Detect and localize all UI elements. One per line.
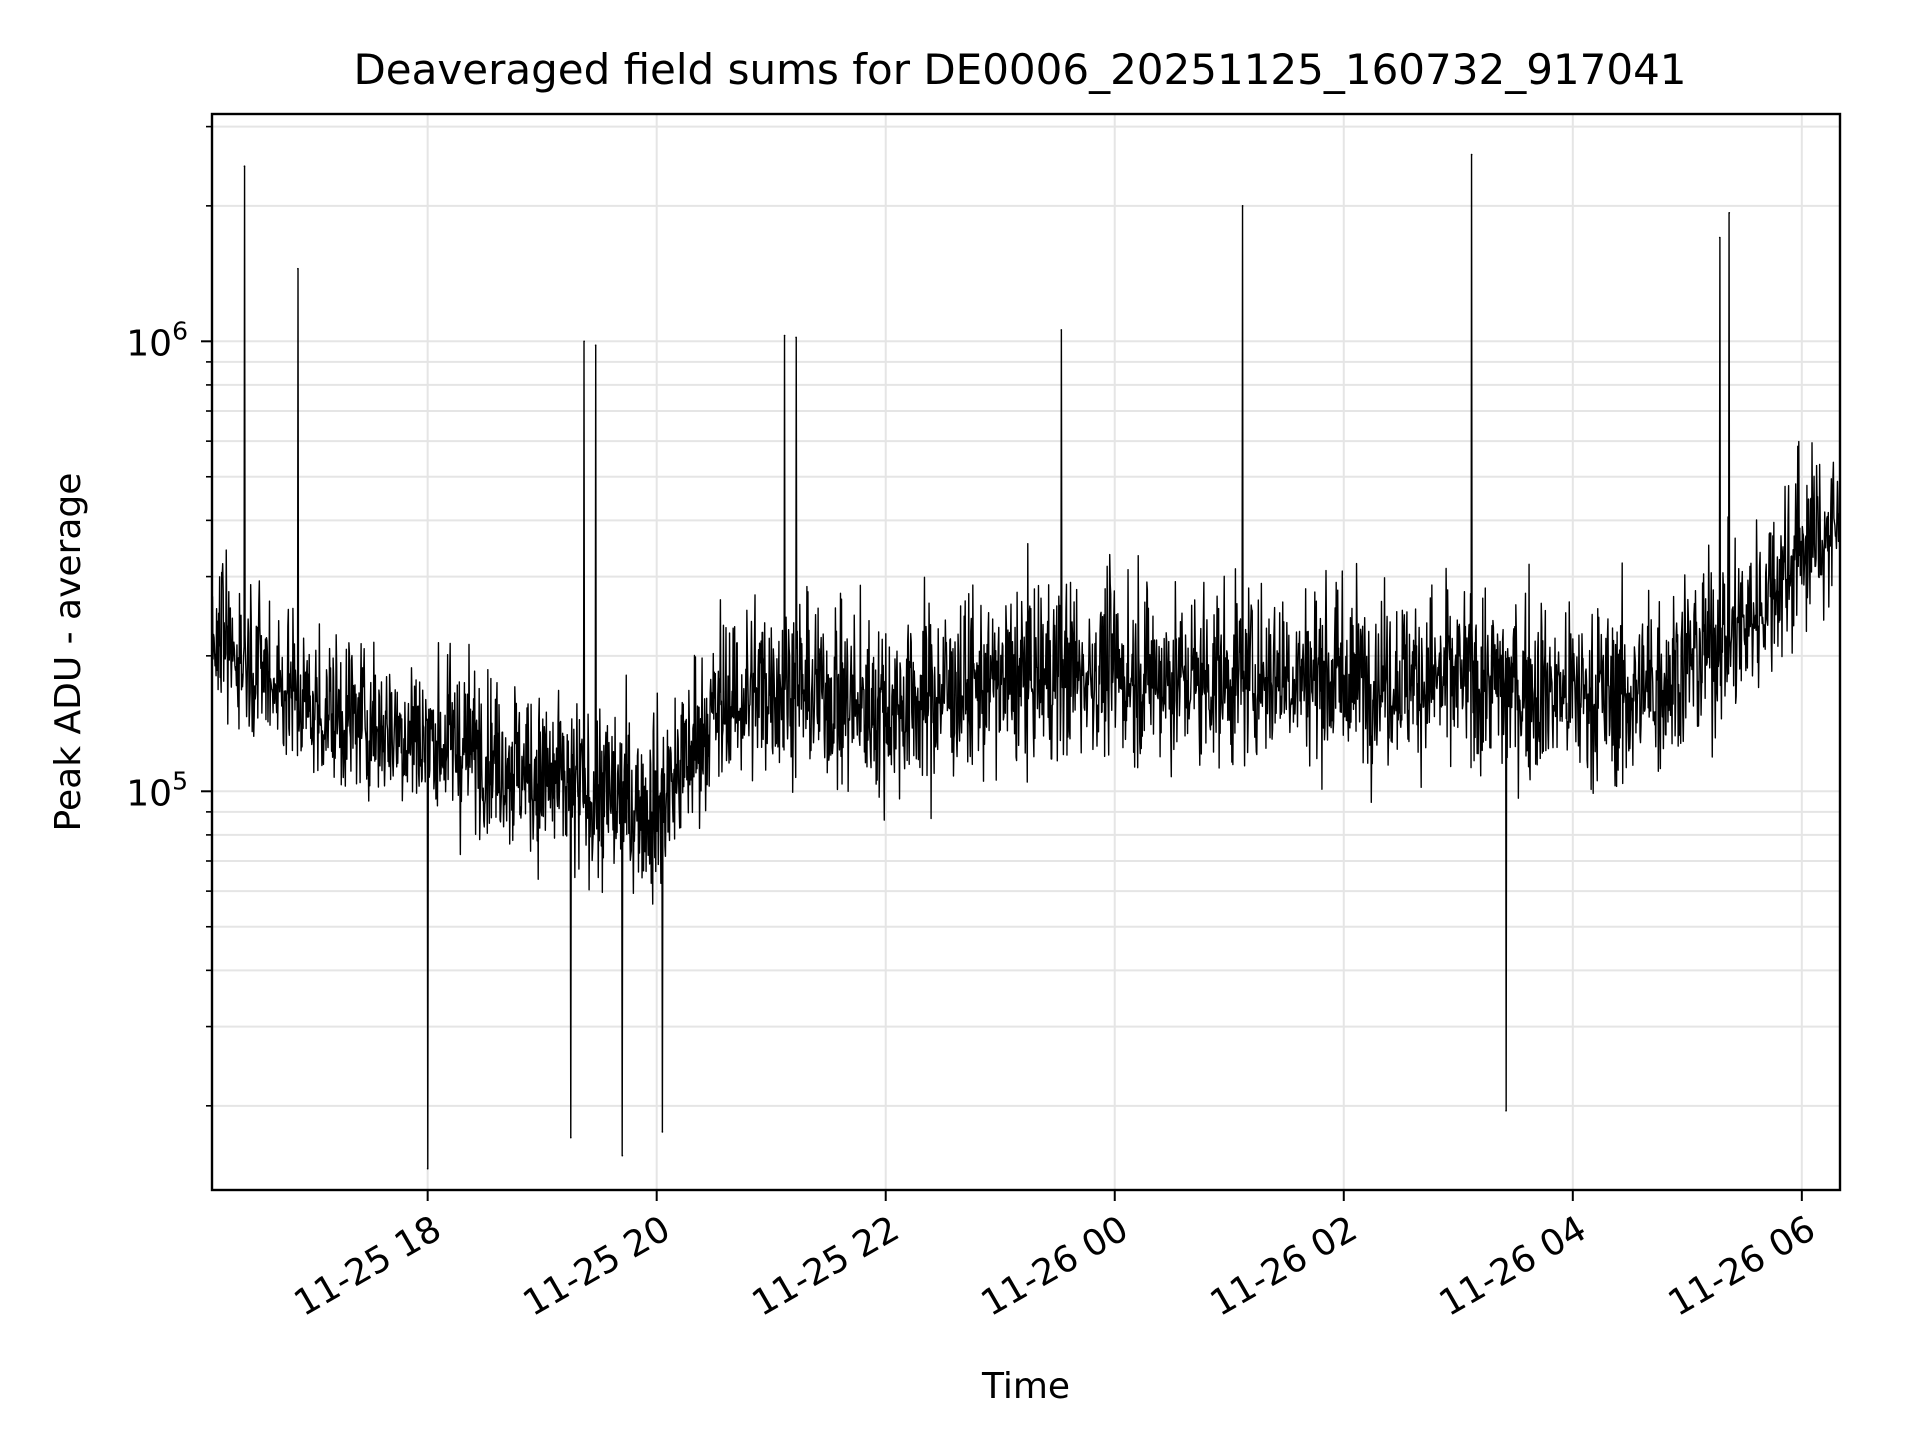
spike-point — [426, 1167, 429, 1170]
spike-point — [594, 344, 597, 347]
series-line-0 — [212, 153, 1840, 1170]
spike-point — [297, 267, 299, 270]
spike-point — [795, 336, 797, 339]
plot-area — [210, 112, 1842, 1192]
y-axis-label: Peak ADU - average — [48, 473, 89, 832]
spike-point — [1505, 1109, 1507, 1112]
y-tick-label: 106 — [126, 316, 188, 364]
spike-point — [1470, 153, 1473, 156]
y-tick-label: 105 — [126, 766, 188, 814]
spike-point — [621, 1154, 624, 1157]
series-layer — [212, 153, 1840, 1170]
spike-point — [783, 334, 786, 337]
spike-point — [243, 165, 246, 167]
spike-point — [1718, 236, 1721, 239]
chart-title: Deaveraged field sums for DE0006_2025112… — [353, 45, 1686, 94]
spike-point — [1241, 205, 1244, 207]
spike-point — [661, 1131, 664, 1133]
y-axis: 105 106 — [126, 125, 212, 1107]
plot-frame — [210, 112, 1842, 1192]
spike-point — [583, 340, 585, 343]
spike-point — [1060, 329, 1063, 331]
spike-point — [1728, 212, 1731, 214]
spike-point — [570, 1136, 572, 1139]
x-axis-label: Time — [981, 1366, 1070, 1407]
